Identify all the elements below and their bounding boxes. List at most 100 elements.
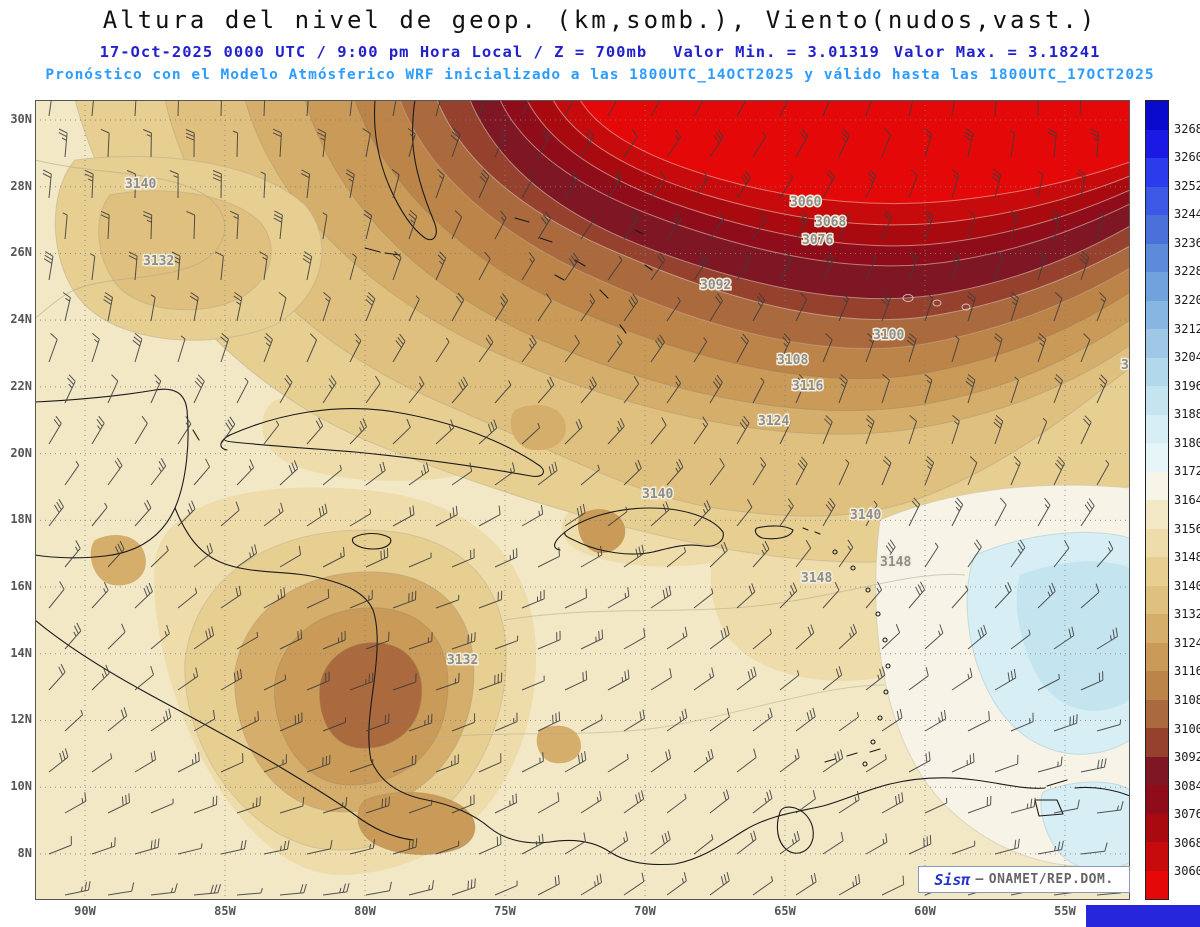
attribution-org: ONAMET/REP.DOM. [988, 872, 1114, 887]
contour-labels-layer: 3140 3132 3060 3068 3076 3092 3100 3108 3116 3124… [124, 176, 1154, 670]
colorbar-segment [1146, 129, 1168, 158]
value-min: Valor Min. = 3.01319 [673, 43, 880, 61]
colorbar-segment [1146, 414, 1168, 443]
contour-label: 3068 [815, 215, 846, 230]
lon-label: 70W [634, 904, 656, 918]
colorbar-value: 3164 [1174, 493, 1200, 507]
lat-label: 18N [10, 512, 32, 527]
colorbar-value: 3124 [1174, 635, 1200, 650]
colorbar-segment [1146, 186, 1168, 215]
grid-layer [35, 100, 1130, 900]
lon-label: 90W [74, 904, 96, 918]
lat-label: 24N [10, 312, 32, 327]
subtitle-forecast-validity: Pronóstico con el Modelo Atmósferico WRF… [45, 67, 1155, 83]
attribution-sep: – [975, 872, 984, 887]
colorbar-value: 3228 [1174, 264, 1200, 279]
page-title: Altura del nivel de geop. (km,somb.), Vi… [102, 6, 1098, 34]
colorbar-value: 3196 [1174, 378, 1200, 393]
contour-label: 3140 [642, 487, 673, 502]
contour-label: 3060 [790, 195, 821, 210]
colorbar-value: 3236 [1174, 235, 1200, 250]
colorbar-value: 3204 [1174, 350, 1200, 365]
colorbar-segment [1146, 528, 1168, 557]
colorbar-value: 3140 [1174, 578, 1200, 593]
colorbar-segment [1146, 272, 1168, 301]
colorbar-segment [1146, 158, 1168, 187]
lat-label: 28N [10, 178, 32, 193]
colorbar-segment [1146, 215, 1168, 244]
colorbar-segment [1146, 671, 1168, 700]
colorbar-value: 3188 [1174, 407, 1200, 422]
contour-label: 3116 [792, 379, 823, 394]
contour-label: 3076 [802, 233, 833, 248]
lat-label: 22N [10, 378, 32, 393]
colorbar-segment [1146, 357, 1168, 386]
attribution-logo: Sisπ [934, 870, 971, 889]
contour-label: 3108 [777, 353, 808, 368]
contour-label: 3148 [880, 555, 911, 570]
colorbar-segment [1146, 642, 1168, 671]
colorbar-segment [1146, 585, 1168, 614]
lon-label: 60W [914, 904, 936, 918]
lat-label: 8N [17, 845, 32, 860]
contour-label: 3132 [447, 653, 478, 668]
colorbar-segment [1146, 300, 1168, 329]
colorbar-segment [1146, 443, 1168, 472]
colorbar-segment [1146, 329, 1168, 358]
lon-label: 55W [1054, 904, 1076, 918]
contour-label: 3100 [873, 328, 904, 343]
lat-label: 20N [10, 445, 32, 460]
lon-label: 75W [494, 904, 516, 918]
colorbar-value: 3148 [1174, 550, 1200, 565]
map-svg: 3140 3132 3060 3068 3076 3092 3100 3108 3116 3124… [34, 86, 1154, 900]
colorbar-value: 3060 [1174, 864, 1200, 879]
contour-label: 3140 [850, 508, 881, 523]
colorbar-value: 3116 [1174, 664, 1200, 679]
lon-label: 80W [354, 904, 376, 918]
colorbar-segment [1146, 614, 1168, 643]
weather-map: 3140 3132 3060 3068 3076 3092 3100 3108 3116 3124… [34, 86, 1154, 900]
colorbar-value: 3108 [1174, 693, 1200, 707]
colorbar-value: 3100 [1174, 721, 1200, 736]
colorbar-value: 3268 [1174, 121, 1200, 136]
colorbar-value: 3132 [1174, 607, 1200, 622]
colorbar-segment [1146, 243, 1168, 272]
colorbar-value: 3260 [1174, 150, 1200, 165]
colorbar-value: 3092 [1174, 750, 1200, 765]
colorbar-segment [1146, 471, 1168, 500]
value-max: Valor Max. = 3.18241 [893, 43, 1101, 61]
lat-label: 14N [10, 645, 32, 660]
colorbar-segment [1146, 386, 1168, 415]
colorbar-segment [1146, 785, 1168, 814]
colorbar-segment [1146, 842, 1168, 871]
colorbar-value: 3252 [1174, 178, 1200, 193]
lat-label: 26N [10, 245, 32, 260]
lat-label: 30N [10, 112, 32, 126]
colorbar [1145, 100, 1169, 900]
contour-label: 3132 [143, 254, 174, 269]
contour-label: 3140 [1121, 358, 1130, 373]
lon-label: 85W [214, 904, 236, 918]
shading-layer [34, 99, 1131, 900]
run-datetime: 17-Oct-2025 0000 UTC / 9:00 pm Hora Loca… [99, 43, 648, 61]
contour-label: 3148 [801, 571, 832, 586]
contour-label: 3124 [758, 414, 789, 429]
lat-label: 16N [10, 579, 32, 594]
colorbar-segment [1146, 101, 1168, 130]
contour-label: 3092 [700, 278, 731, 293]
colorbar-value: 3084 [1174, 778, 1200, 793]
colorbar-value: 3212 [1174, 321, 1200, 336]
colorbar-value: 3180 [1174, 435, 1200, 450]
wind-barbs-layer [42, 86, 1124, 896]
colorbar-segment [1146, 699, 1168, 728]
colorbar-value: 3172 [1174, 464, 1200, 479]
colorbar-value: 3244 [1174, 207, 1200, 222]
colorbar-segment [1146, 870, 1168, 899]
colorbar-segment [1146, 557, 1168, 586]
contour-label: 3140 [125, 177, 156, 192]
colorbar-segment [1146, 500, 1168, 529]
lon-label: 65W [774, 904, 796, 918]
footer-bar [1086, 905, 1200, 927]
lat-label: 12N [10, 712, 32, 727]
colorbar-segment [1146, 813, 1168, 842]
